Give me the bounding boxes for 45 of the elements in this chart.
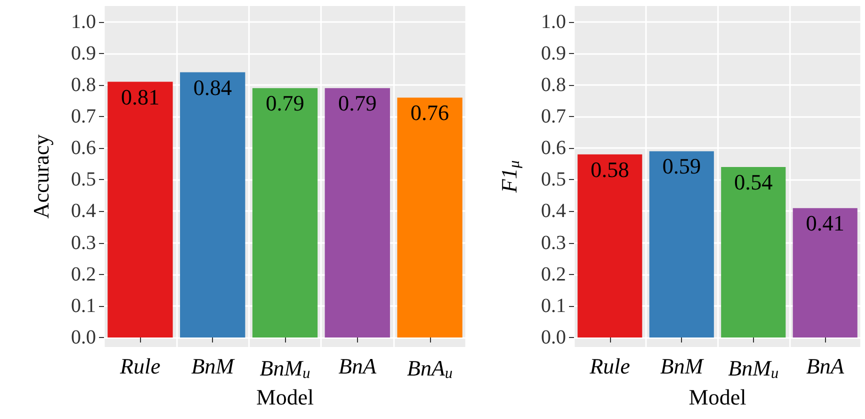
y-tick-label: 0.9 xyxy=(71,42,96,64)
x-tick-label: Rule xyxy=(119,354,161,378)
data-label: 0.79 xyxy=(266,90,304,116)
y-tick-label: 1.0 xyxy=(71,10,96,33)
data-label: 0.59 xyxy=(662,154,701,179)
bar xyxy=(578,154,642,338)
x-tick-label: BnM xyxy=(660,354,705,378)
x-tick-label: BnA xyxy=(806,354,845,378)
y-tick-label: 0.8 xyxy=(541,74,566,96)
x-tick-label: Rule xyxy=(588,354,630,378)
x-axis-title: Model xyxy=(256,384,314,410)
y-tick-label: 0.6 xyxy=(71,137,96,160)
y-tick-label: 0.6 xyxy=(541,137,566,160)
data-label: 0.76 xyxy=(410,100,450,126)
y-tick-label: 0.2 xyxy=(71,263,96,286)
y-tick-label: 0.5 xyxy=(541,168,566,191)
bar xyxy=(721,167,786,338)
y-tick-label: 0.0 xyxy=(71,326,96,349)
y-tick-label: 0.8 xyxy=(71,74,96,96)
x-tick-label: BnM xyxy=(191,354,236,378)
y-tick-label: 0.1 xyxy=(71,294,96,317)
data-label: 0.54 xyxy=(734,170,773,195)
data-label: 0.79 xyxy=(338,90,377,116)
y-tick-label: 0.4 xyxy=(541,200,566,222)
x-tick-label: BnA xyxy=(338,354,377,378)
y-axis-title: Accuracy xyxy=(28,134,54,219)
y-tick-label: 0.1 xyxy=(541,294,566,317)
y-tick-label: 1.0 xyxy=(541,10,566,33)
y-tick-label: 0.7 xyxy=(71,106,96,128)
data-label: 0.84 xyxy=(193,74,232,100)
y-tick-label: 0.9 xyxy=(541,42,566,64)
y-tick-label: 0.7 xyxy=(541,106,566,128)
data-label: 0.81 xyxy=(120,84,160,110)
y-tick-label: 0.3 xyxy=(71,232,96,254)
y-tick-label: 0.3 xyxy=(541,232,566,254)
data-label: 0.58 xyxy=(590,156,630,182)
data-label: 0.41 xyxy=(806,210,844,236)
y-axis-title: F1μ xyxy=(496,160,523,194)
y-tick-label: 0.5 xyxy=(71,168,96,191)
y-tick-label: 0.4 xyxy=(71,200,96,222)
y-tick-label: 0.2 xyxy=(541,263,566,286)
x-axis-title: Model xyxy=(688,384,746,410)
bar xyxy=(792,208,858,338)
bar xyxy=(649,151,714,338)
y-tick-label: 0.0 xyxy=(541,326,566,349)
